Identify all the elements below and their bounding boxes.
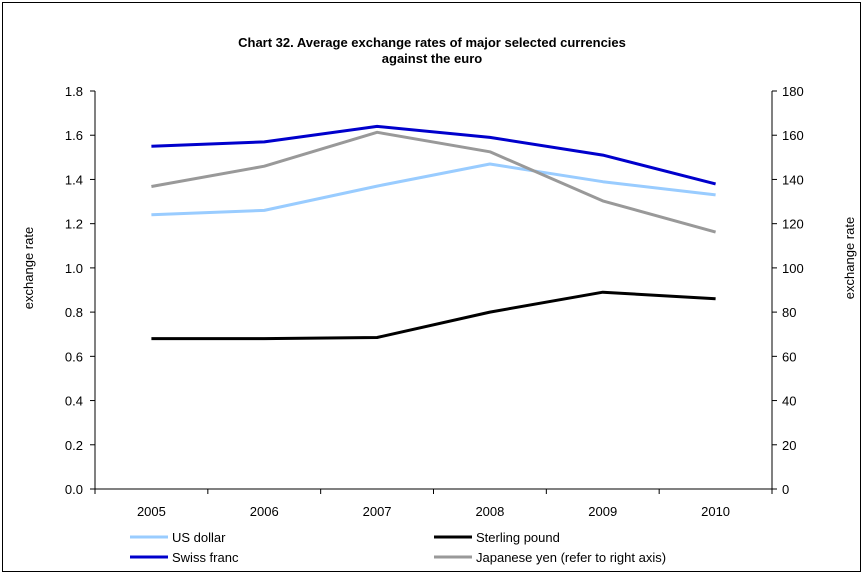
legend-label: Japanese yen (refer to right axis) xyxy=(476,550,666,565)
legend: US dollar Sterling pound Swiss franc Japane… xyxy=(130,530,666,565)
y-right-tick-label: 0 xyxy=(782,482,789,497)
legend-label: Swiss franc xyxy=(172,550,239,565)
y-left-tick-label: 0.6 xyxy=(65,349,83,364)
x-tick-label: 2005 xyxy=(137,504,166,519)
y-left-tick-label: 1.0 xyxy=(65,261,83,276)
x-tick-label: 2010 xyxy=(701,504,730,519)
legend-label: US dollar xyxy=(172,530,226,545)
y-left-tick-label: 0.0 xyxy=(65,482,83,497)
series-line-swiss-franc xyxy=(151,124,716,186)
y-axis-right-title: exchange rate xyxy=(842,217,857,299)
y-left-tick-label: 0.2 xyxy=(65,438,83,453)
y-left-tick-label: 1.4 xyxy=(65,172,83,187)
y-right-tick-label: 40 xyxy=(782,394,796,409)
y-right-tick-label: 160 xyxy=(782,128,804,143)
y-left-tick-label: 0.4 xyxy=(65,394,83,409)
y-right-tick-label: 180 xyxy=(782,84,804,99)
legend-label: Sterling pound xyxy=(476,530,560,545)
y-left-tick-label: 1.8 xyxy=(65,84,83,99)
x-tick-label: 2009 xyxy=(588,504,617,519)
series-line-us-dollar xyxy=(151,162,716,217)
x-tick-label: 2008 xyxy=(475,504,504,519)
y-left-tick-label: 1.6 xyxy=(65,128,83,143)
chart-title-line-2: against the euro xyxy=(382,51,482,66)
x-tick-label: 2007 xyxy=(363,504,392,519)
y-right-tick-label: 60 xyxy=(782,349,796,364)
y-left-tick-label: 1.2 xyxy=(65,217,83,232)
chart-title-line-1: Chart 32. Average exchange rates of majo… xyxy=(238,35,626,50)
series-lines xyxy=(151,124,716,341)
y-right-tick-label: 100 xyxy=(782,261,804,276)
y-left-tick-label: 0.8 xyxy=(65,305,83,320)
y-right-tick-label: 120 xyxy=(782,217,804,232)
axes: 0.0 0.2 0.4 0.6 0.8 1.0 1.2 1.4 1.6 1.8 0 20 40 60 80 1… xyxy=(65,84,804,519)
x-tick-label: 2006 xyxy=(250,504,279,519)
y-right-tick-label: 80 xyxy=(782,305,796,320)
y-axis-left-title: exchange rate xyxy=(21,227,36,309)
series-line-japanese-yen xyxy=(151,130,716,234)
y-right-tick-label: 20 xyxy=(782,438,796,453)
series-line-sterling-pound xyxy=(151,290,716,341)
y-right-tick-label: 140 xyxy=(782,172,804,187)
